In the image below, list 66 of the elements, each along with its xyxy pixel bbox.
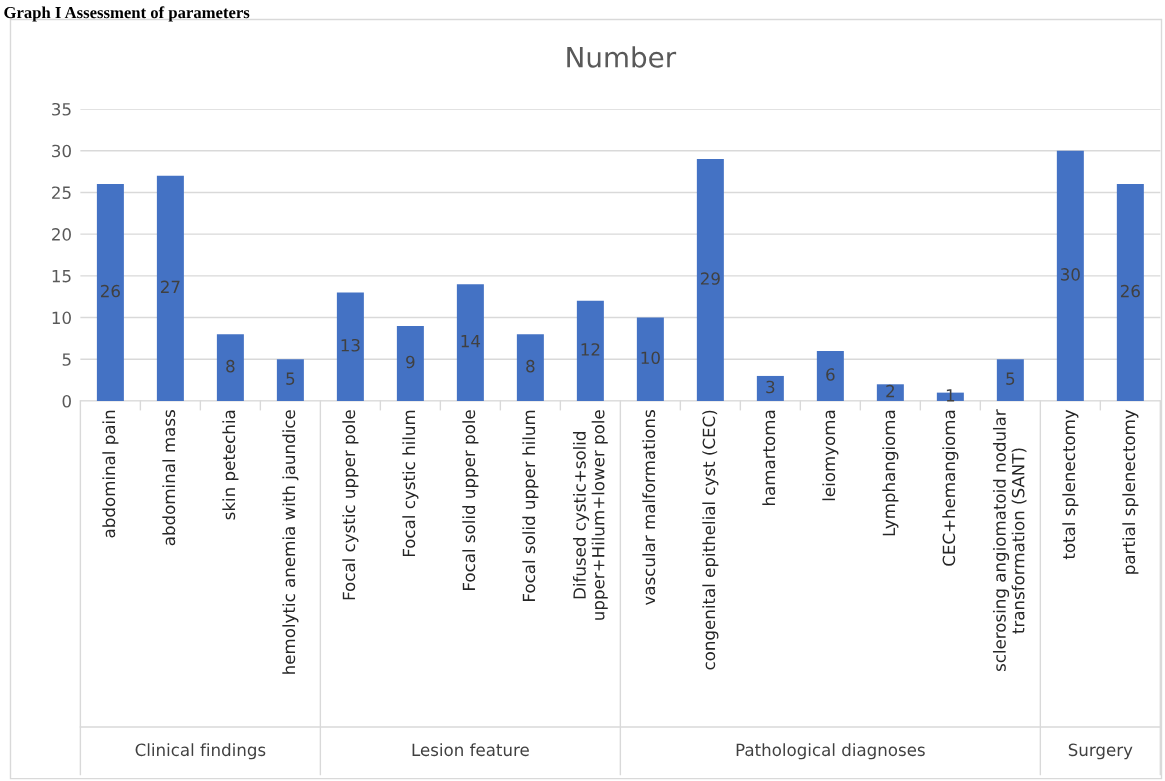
bar [96, 184, 124, 401]
y-tick-label: 5 [62, 353, 71, 366]
bar [156, 175, 184, 401]
data-label: 6 [826, 368, 835, 381]
y-tick-label: 25 [52, 186, 71, 200]
x-tick-label: Focal solid upper pole [462, 410, 479, 590]
x-tick-label: Difused cystic+solid upper+Hilum+lower pole [572, 410, 608, 620]
x-tick-label: abdominal mass [162, 410, 176, 546]
bar [876, 384, 904, 401]
x-tick-label: Focal cystic upper pole [342, 410, 359, 600]
bar [396, 325, 424, 401]
bar [996, 359, 1024, 401]
data-label: 29 [700, 272, 720, 285]
text: Graph I Assessment of parameters [4, 6, 250, 22]
data-label: 26 [101, 284, 120, 298]
data-label: 2 [886, 384, 894, 398]
x-tick-label: skin petechia [222, 410, 239, 520]
data-label: 3 [766, 380, 775, 394]
data-label: 9 [406, 355, 415, 369]
data-label: 30 [1061, 268, 1080, 281]
bar [516, 334, 544, 401]
x-tick-label: Focal solid upper hilum [522, 410, 539, 601]
y-tick-label: 30 [52, 144, 71, 158]
bar [276, 359, 304, 401]
x-tick-label: Focal cystic hilum [402, 410, 419, 557]
y-tick-label: 0 [62, 394, 71, 408]
bar [816, 350, 844, 401]
x-tick-label: congenital epithelial cyst (CEC) [702, 410, 719, 670]
y-tick-label: 10 [52, 311, 71, 325]
bar [1116, 184, 1144, 401]
text: Clinical findings [135, 743, 266, 760]
chart-title: Number [567, 46, 677, 68]
bar [696, 159, 724, 401]
x-tick-label: total splenectomy [1062, 409, 1079, 560]
y-tick-label: 35 [52, 102, 71, 116]
x-tick-label: leiomyoma [822, 410, 839, 501]
bar [456, 284, 484, 401]
bar [216, 334, 244, 401]
text: Lesion feature [412, 743, 529, 757]
data-label: 13 [341, 338, 360, 352]
text: Pathological diagnoses [736, 743, 925, 760]
x-tick-label: sclerosing angiomatoid nodular transformation (SANT) [992, 409, 1027, 672]
text: Surgery [1068, 743, 1133, 760]
data-label: 5 [1006, 372, 1015, 385]
x-tick-label: CEC+hemangioma [942, 410, 959, 566]
data-label: 8 [226, 359, 235, 373]
bar [576, 300, 604, 401]
data-label: 10 [641, 351, 660, 365]
x-tick-label: hemolytic anemia with jaundice [282, 410, 299, 674]
x-tick-label: partial splenectomy [1122, 409, 1139, 574]
data-label: 5 [286, 372, 295, 385]
bar [1056, 150, 1084, 401]
x-tick-label: hamartoma [762, 410, 776, 506]
data-label: 14 [461, 335, 481, 348]
y-tick-label: 15 [52, 270, 71, 283]
x-tick-label: Lymphangioma [882, 410, 899, 536]
x-tick-label: vascular malformations [642, 410, 656, 606]
bar [756, 375, 784, 401]
x-tick-label: abdominal pain [102, 410, 119, 538]
data-label: 27 [161, 280, 180, 293]
data-label: 12 [581, 343, 600, 356]
y-tick-label: 20 [52, 228, 71, 241]
data-label: 26 [1120, 284, 1140, 298]
bar [336, 292, 364, 401]
data-label: 8 [526, 359, 535, 373]
bar [636, 317, 664, 401]
